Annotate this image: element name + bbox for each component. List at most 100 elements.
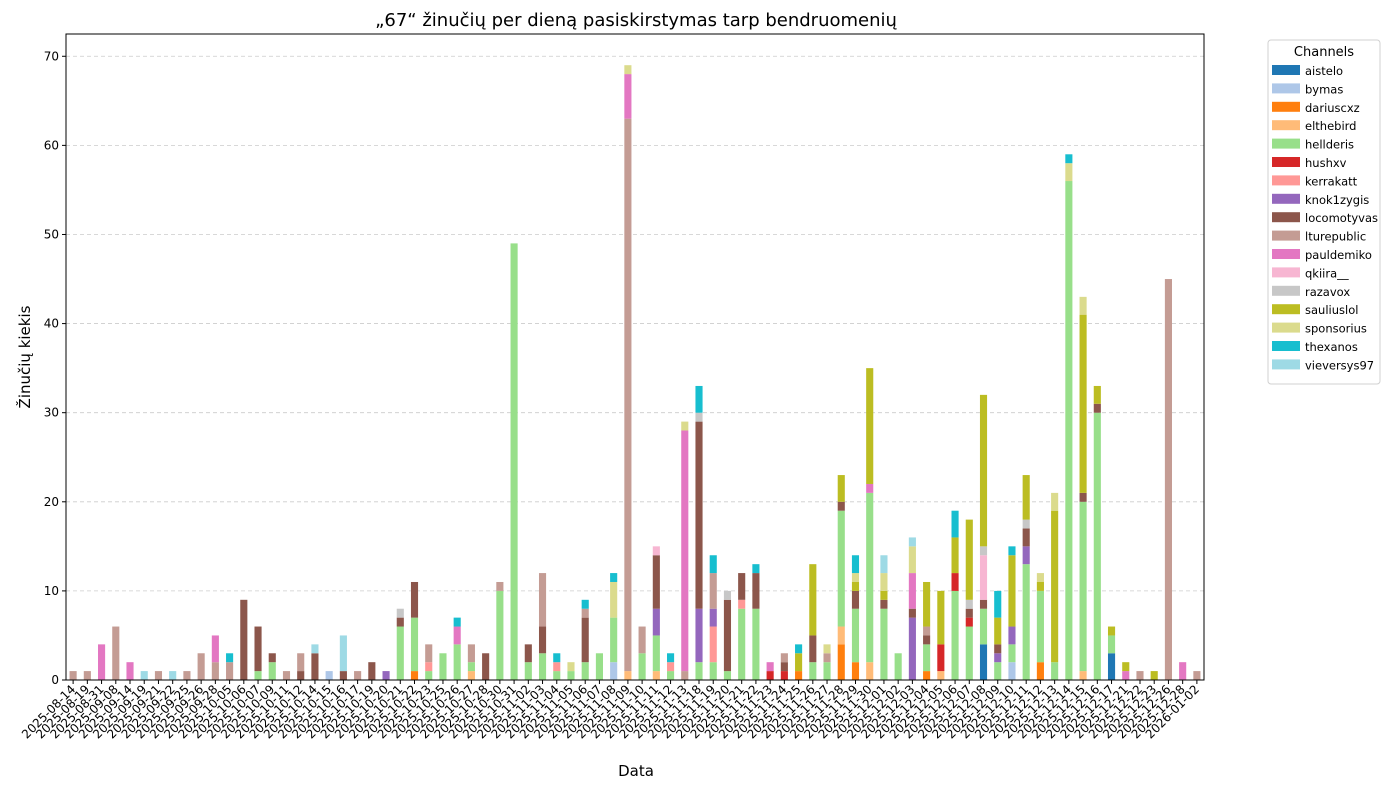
bar-segment-lturepublic [154, 671, 163, 680]
bar-segment-locomotyvas [979, 599, 988, 609]
bar-segment-locomotyvas [524, 644, 532, 663]
bar-segment-knok1zygis [1008, 626, 1016, 645]
y-tick-label: 0 [51, 673, 59, 687]
legend-swatch [1272, 322, 1300, 333]
y-tick-label: 20 [44, 495, 59, 509]
bar-segment-lturepublic [197, 653, 205, 680]
legend-label: locomotyvas [1305, 211, 1378, 225]
bar-segment-sponsorius [823, 644, 831, 654]
bar-segment-thexanos [709, 555, 717, 574]
bar-segment-locomotyvas [780, 662, 788, 672]
bar-segment-kerrakatt [553, 662, 561, 672]
y-axis-label: Žinučių kiekis [15, 305, 34, 408]
bar-segment-locomotyvas [1022, 528, 1030, 547]
bar-segment-thexanos [553, 653, 561, 663]
bar-segment-locomotyvas [240, 599, 248, 680]
bar-segment-hellderis [979, 608, 988, 645]
bar-segment-locomotyvas [1079, 492, 1087, 502]
legend-label: dariuscxz [1305, 101, 1360, 115]
bar-segment-pauldemiko [681, 430, 689, 672]
legend-item: vieversys97 [1272, 358, 1374, 372]
legend-label: sponsorius [1305, 322, 1367, 336]
x-axis: 2025-08-142025-08-192025-08-312025-09-08… [19, 680, 1202, 741]
legend-item: knok1zygis [1272, 193, 1369, 207]
bar-segment-lturepublic [282, 671, 291, 680]
bar-segment-razavox [965, 599, 973, 609]
legend-label: vieversys97 [1305, 358, 1374, 372]
bar-segment-locomotyvas [581, 617, 589, 663]
bar-segment-hushxv [937, 644, 945, 672]
legend-swatch [1272, 304, 1300, 315]
bar-segment-hellderis [1036, 590, 1044, 663]
bar-segment-vieversys97 [880, 555, 888, 574]
bar-segment-kerrakatt [738, 599, 746, 609]
bar-segment-kerrakatt [709, 626, 717, 663]
bar-segment-locomotyvas [254, 626, 262, 672]
bar-segment-lturepublic [297, 653, 305, 672]
bar-segment-sauliuslol [923, 581, 931, 627]
bar-segment-hellderis [1008, 644, 1016, 663]
bar-segment-pauldemiko [1122, 671, 1130, 680]
bar-segment-hellderis [595, 653, 603, 680]
legend-label: knok1zygis [1305, 193, 1369, 207]
bar-segment-lturepublic [496, 581, 504, 591]
bar-segment-sponsorius [1051, 492, 1059, 511]
bar-segment-bymas [325, 671, 333, 680]
bar-segment-pauldemiko [1179, 662, 1187, 680]
bar-segment-lturepublic [112, 626, 120, 680]
bar-segment-sauliuslol [1008, 555, 1016, 627]
bar-segment-hushxv [951, 573, 959, 591]
bar-segment-hellderis [695, 662, 703, 680]
bar-segment-lturepublic [211, 662, 219, 680]
y-axis: 0 10 20 30 40 50 60 70 [44, 49, 66, 687]
bar-segment-locomotyvas [311, 653, 319, 680]
bar-segment-lturepublic [226, 662, 234, 680]
legend-swatch [1272, 285, 1300, 296]
legend-label: pauldemiko [1305, 248, 1372, 262]
bar-segment-sauliuslol [809, 564, 817, 636]
bar-segment-knok1zygis [652, 608, 660, 636]
legend-item: bymas [1272, 82, 1343, 96]
bar-segment-pauldemiko [453, 626, 461, 645]
bar-segment-sauliuslol [1093, 385, 1101, 404]
legend-swatch [1272, 249, 1300, 259]
y-tick-label: 10 [44, 584, 59, 598]
bar-segment-hushxv [766, 671, 774, 680]
bar-segment-lturepublic [69, 671, 77, 680]
bar-segment-thexanos [667, 653, 675, 663]
legend-swatch [1272, 267, 1300, 278]
bar-segment-hellderis [923, 644, 931, 672]
bar-segment-hellderis [951, 590, 959, 680]
bar-segment-pauldemiko [624, 74, 632, 119]
bar-segment-razavox [396, 608, 404, 618]
bar-segment-lturepublic [467, 644, 475, 663]
bar-segment-razavox [1022, 519, 1030, 529]
bar-segment-knok1zygis [382, 671, 390, 680]
bar-segment-vieversys97 [908, 537, 916, 547]
bar-segment-knok1zygis [709, 608, 717, 627]
bar-segment-knok1zygis [994, 653, 1002, 663]
bar-segment-pauldemiko [126, 662, 134, 680]
bar-segment-lturepublic [1136, 671, 1144, 680]
legend-label: aistelo [1305, 64, 1343, 78]
legend-label: hushxv [1305, 156, 1347, 170]
bar-segment-hellderis [1093, 412, 1101, 680]
bar-segment-hellderis [496, 590, 504, 680]
legend-label: elthebird [1305, 119, 1356, 133]
bar-segment-hellderis [752, 608, 760, 680]
bar-segment-dariuscxz [410, 671, 419, 680]
bar-segment-sponsorius [908, 546, 916, 574]
bar-segment-hellderis [581, 662, 589, 680]
x-axis-label: Data [618, 762, 654, 780]
bar-segment-qkiira__ [979, 555, 988, 600]
bar-segment-hellderis [809, 662, 817, 680]
bar-segment-lturepublic [354, 671, 362, 680]
bar-segment-locomotyvas [994, 644, 1002, 654]
bar-segment-hellderis [567, 671, 575, 680]
bar-segment-lturepublic [624, 118, 632, 672]
legend-item: hushxv [1272, 156, 1347, 170]
bar-segment-lturepublic [1193, 671, 1201, 680]
bar-segment-knok1zygis [908, 617, 916, 680]
bar-segment-thexanos [610, 573, 618, 582]
